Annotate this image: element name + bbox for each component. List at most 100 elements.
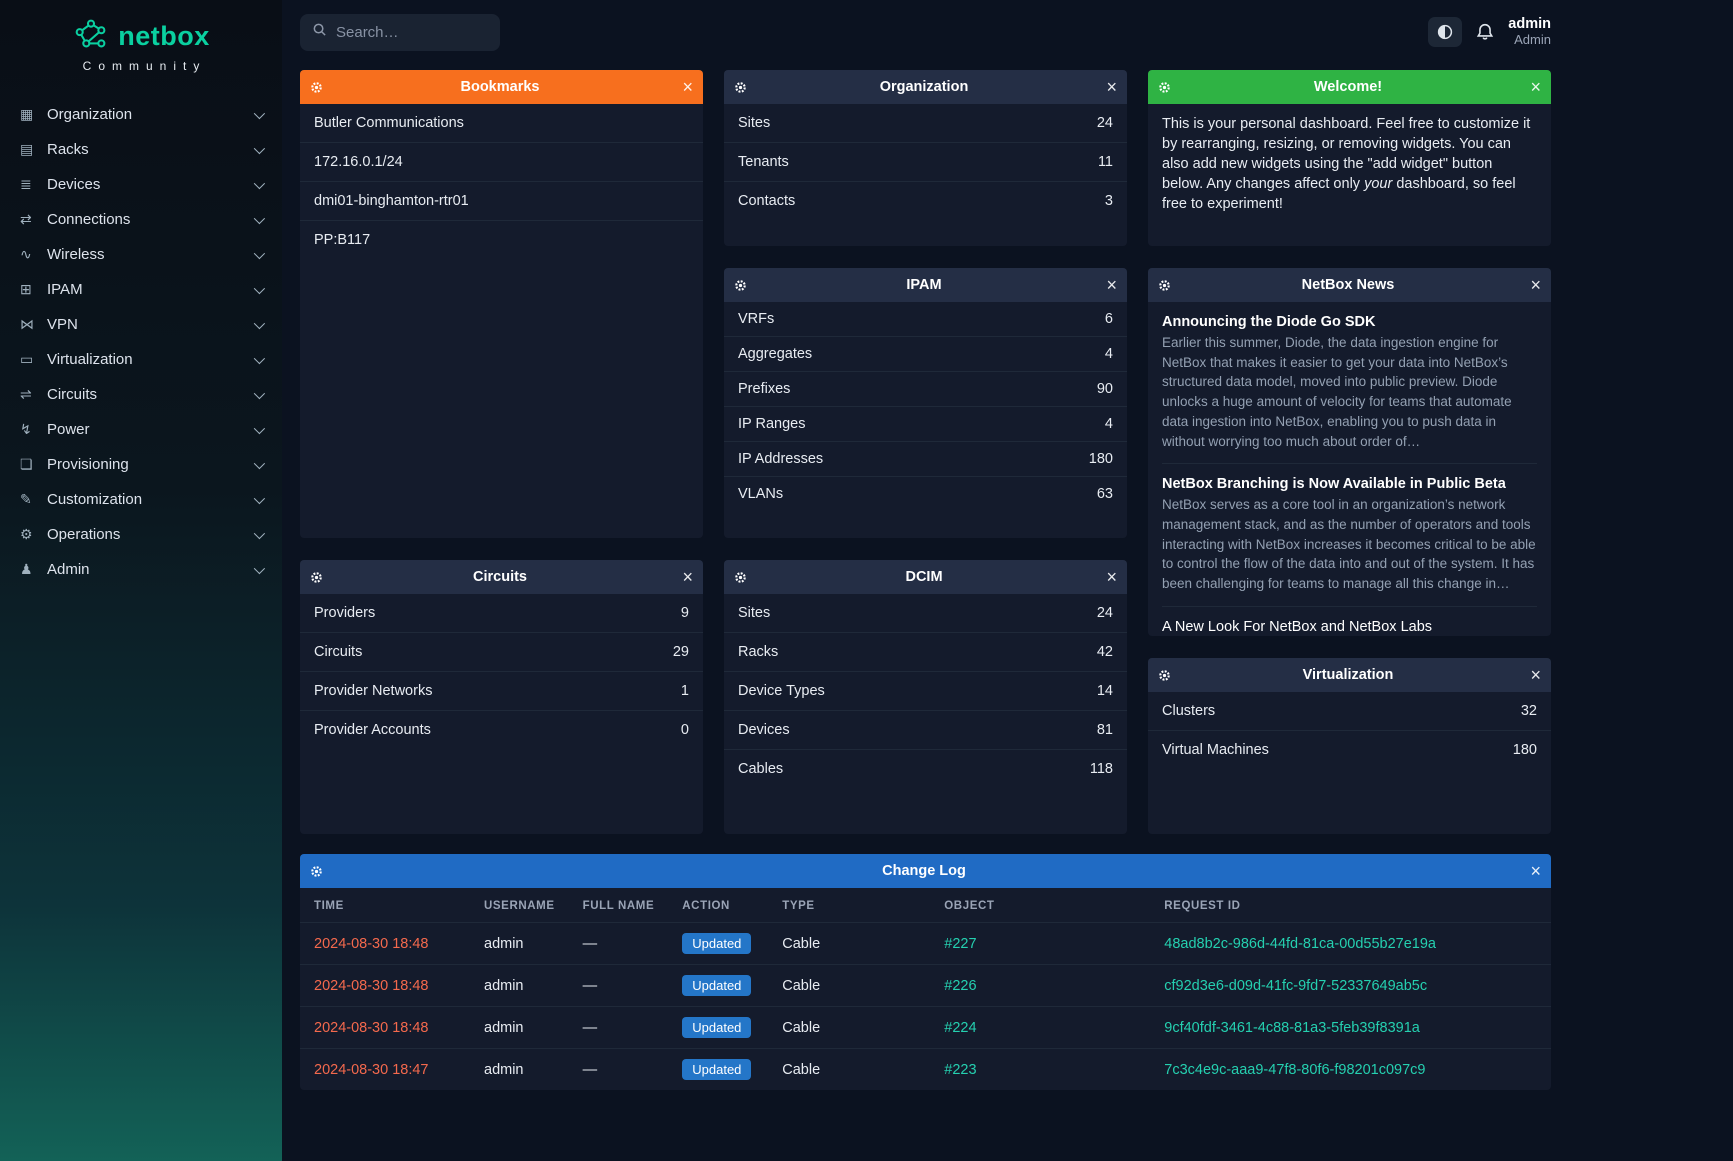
theme-toggle-button[interactable] [1428,16,1463,47]
stat-row[interactable]: Provider Networks 1 [300,672,703,711]
stat-label: IP Ranges [738,416,806,432]
rack-icon: ▤ [20,141,34,157]
close-icon[interactable]: × [1530,77,1541,97]
brand-name: netbox [118,21,210,51]
change-type: Cable [768,964,931,1007]
gear-icon[interactable] [310,865,323,878]
sidebar-item-label: Wireless [47,246,105,263]
gear-icon[interactable] [1158,669,1171,682]
sidebar-item-ipam[interactable]: ⊞ IPAM [10,272,272,307]
sidebar-item-devices[interactable]: ≣ Devices [10,167,272,202]
stat-row[interactable]: Cables 118 [724,750,1127,788]
stat-row[interactable]: Racks 42 [724,633,1127,672]
sidebar-item-provisioning[interactable]: ❏ Provisioning [10,447,272,482]
stat-row[interactable]: VRFs 6 [724,302,1127,337]
close-icon[interactable]: × [682,567,693,587]
stat-row[interactable]: Virtual Machines 180 [1148,731,1551,769]
change-time-link[interactable]: 2024-08-30 18:47 [314,1061,429,1078]
stat-row[interactable]: Sites 24 [724,594,1127,633]
change-object-link[interactable]: #227 [944,935,977,952]
change-request-id-link[interactable]: cf92d3e6-d09d-41fc-9fd7-52337649ab5c [1164,977,1428,994]
bookmark-item[interactable]: PP:B117 [300,221,703,259]
stat-row[interactable]: Devices 81 [724,711,1127,750]
sidebar-item-admin[interactable]: ♟ Admin [10,552,272,587]
close-icon[interactable]: × [1530,861,1541,881]
table-row: 2024-08-30 18:48 admin — Updated Cable #… [300,964,1551,1007]
sidebar-item-operations[interactable]: ⚙ Operations [10,517,272,552]
widget-title: Circuits [473,569,527,585]
stat-row[interactable]: IP Ranges 4 [724,407,1127,442]
gear-icon[interactable] [1158,81,1171,94]
change-time-link[interactable]: 2024-08-30 18:48 [314,977,429,994]
stat-row[interactable]: Tenants 11 [724,143,1127,182]
stat-row[interactable]: Sites 24 [724,104,1127,143]
circuits-icon: ⇌ [20,386,32,402]
stat-row[interactable]: VLANs 63 [724,477,1127,511]
gear-icon[interactable] [310,81,323,94]
stat-row[interactable]: Contacts 3 [724,182,1127,220]
change-object-link[interactable]: #226 [944,977,977,994]
news-article-title[interactable]: Announcing the Diode Go SDK [1162,314,1376,330]
stat-row[interactable]: Providers 9 [300,594,703,633]
change-object-link[interactable]: #224 [944,1019,977,1036]
welcome-text-part: dashboard, so feel free to experiment! [1162,176,1516,212]
bookmark-label: Butler Communications [314,115,464,131]
close-icon[interactable]: × [1106,77,1117,97]
sidebar-item-organization[interactable]: ▦ Organization [10,97,272,132]
gear-icon[interactable] [734,81,747,94]
stat-row[interactable]: Circuits 29 [300,633,703,672]
close-icon[interactable]: × [1106,275,1117,295]
stat-row[interactable]: Prefixes 90 [724,372,1127,407]
gear-icon[interactable] [734,279,747,292]
change-object-link[interactable]: #223 [944,1061,977,1078]
vpn-icon: ⋈ [20,316,34,332]
bookmark-item[interactable]: Butler Communications [300,104,703,143]
close-icon[interactable]: × [1530,665,1541,685]
stat-row[interactable]: IP Addresses 180 [724,442,1127,477]
news-article-title[interactable]: A New Look For NetBox and NetBox Labs [1162,618,1433,635]
change-request-id-link[interactable]: 48ad8b2c-986d-44fd-81ca-00d55b27e19a [1164,935,1436,952]
sidebar-item-connections[interactable]: ⇄ Connections [10,202,272,237]
sidebar-item-power[interactable]: ↯ Power [10,412,272,447]
gear-icon[interactable] [310,571,323,584]
sidebar-item-vpn[interactable]: ⋈ VPN [10,307,272,342]
sidebar-item-customization[interactable]: ✎ Customization [10,482,272,517]
change-time-link[interactable]: 2024-08-30 18:48 [314,1019,429,1036]
close-icon[interactable]: × [1106,567,1117,587]
change-full-name: — [568,1048,669,1090]
sidebar-item-racks[interactable]: ▤ Racks [10,132,272,167]
chevron-down-icon [253,457,266,469]
bookmark-item[interactable]: 172.16.0.1/24 [300,143,703,182]
change-time-link[interactable]: 2024-08-30 18:48 [314,935,429,952]
sidebar-item-virtualization[interactable]: ▭ Virtualization [10,342,272,377]
sidebar-nav: ▦ Organization ▤ Racks ≣ Devices ⇄ Conne… [0,91,282,593]
gear-icon[interactable] [1158,279,1171,292]
stat-label: Provider Networks [314,683,433,699]
gear-icon[interactable] [734,571,747,584]
bookmark-item[interactable]: dmi01-binghamton-rtr01 [300,182,703,221]
close-icon[interactable]: × [1530,275,1541,295]
brand[interactable]: netbox Community [0,10,282,91]
stat-row[interactable]: Clusters 32 [1148,692,1551,731]
action-badge: Updated [682,975,752,996]
close-icon[interactable]: × [682,77,693,97]
widget-header: Organization × [724,70,1127,104]
stat-value: 24 [1096,605,1113,621]
stat-row[interactable]: Provider Accounts 0 [300,711,703,749]
change-request-id-link[interactable]: 9cf40fdf-3461-4c88-81a3-5feb39f8391a [1164,1019,1420,1036]
search-input[interactable] [336,23,476,41]
change-request-id-link[interactable]: 7c3c4e9c-aaa9-47f8-80f6-f98201c097c9 [1164,1061,1426,1078]
stat-value: 1 [680,683,689,699]
stat-row[interactable]: Aggregates 4 [724,337,1127,372]
widget-header: Change Log × [300,854,1551,888]
sidebar-item-wireless[interactable]: ∿ Wireless [10,237,272,272]
search-icon [312,22,327,42]
search-box[interactable] [300,13,500,51]
sidebar-item-circuits[interactable]: ⇌ Circuits [10,377,272,412]
user-menu[interactable]: admin Admin [1508,16,1551,48]
notifications-button[interactable] [1476,23,1494,41]
column-header-type: TYPE [782,900,815,912]
stat-row[interactable]: Device Types 14 [724,672,1127,711]
widget-title: IPAM [906,277,942,293]
news-article-title[interactable]: NetBox Branching is Now Available in Pub… [1162,476,1506,493]
